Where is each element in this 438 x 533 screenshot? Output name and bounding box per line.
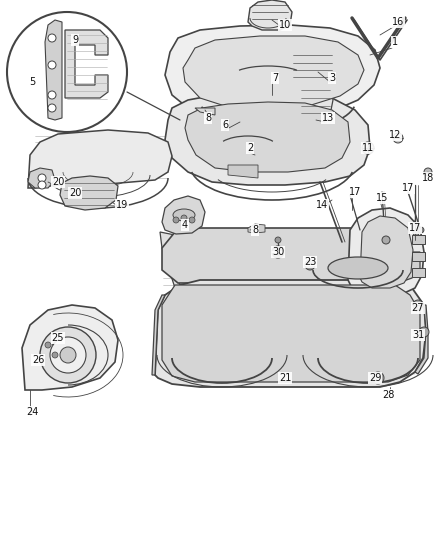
Text: 29: 29 <box>369 373 381 383</box>
Text: 18: 18 <box>422 173 434 183</box>
Polygon shape <box>165 25 380 118</box>
Text: 16: 16 <box>392 17 404 27</box>
Polygon shape <box>360 216 413 288</box>
Circle shape <box>372 372 384 384</box>
Polygon shape <box>155 280 426 387</box>
Polygon shape <box>348 208 424 298</box>
Text: 20: 20 <box>69 188 81 198</box>
Circle shape <box>60 347 76 363</box>
Text: 2: 2 <box>247 143 253 153</box>
Polygon shape <box>398 252 420 283</box>
Text: 19: 19 <box>116 200 128 210</box>
Text: 4: 4 <box>182 220 188 230</box>
Circle shape <box>173 217 179 223</box>
Circle shape <box>181 215 187 221</box>
Text: 21: 21 <box>279 373 291 383</box>
Polygon shape <box>183 36 364 108</box>
Circle shape <box>48 91 56 99</box>
Polygon shape <box>248 224 265 233</box>
Polygon shape <box>228 165 258 178</box>
Circle shape <box>7 12 127 132</box>
Circle shape <box>38 181 46 189</box>
Polygon shape <box>65 30 108 98</box>
Text: 14: 14 <box>316 200 328 210</box>
Text: 8: 8 <box>205 113 211 123</box>
Text: 13: 13 <box>322 113 334 123</box>
Polygon shape <box>195 108 215 115</box>
Circle shape <box>393 133 403 143</box>
Polygon shape <box>45 20 62 120</box>
Polygon shape <box>412 252 425 261</box>
Polygon shape <box>412 235 425 244</box>
Polygon shape <box>152 295 165 375</box>
Text: 7: 7 <box>272 73 278 83</box>
Ellipse shape <box>173 209 195 221</box>
Text: 17: 17 <box>402 183 414 193</box>
Text: 28: 28 <box>382 390 394 400</box>
Circle shape <box>362 142 374 154</box>
Polygon shape <box>415 305 428 374</box>
Circle shape <box>48 104 56 112</box>
Circle shape <box>48 61 56 69</box>
Circle shape <box>275 237 281 243</box>
Circle shape <box>305 260 315 270</box>
Text: 9: 9 <box>72 35 78 45</box>
Polygon shape <box>22 305 118 390</box>
Polygon shape <box>165 92 370 185</box>
Text: 23: 23 <box>304 257 316 267</box>
Text: 1: 1 <box>392 37 398 47</box>
Polygon shape <box>290 47 335 84</box>
Circle shape <box>424 168 432 176</box>
Text: 11: 11 <box>362 143 374 153</box>
Circle shape <box>48 34 56 42</box>
Circle shape <box>413 300 423 310</box>
Polygon shape <box>162 228 420 283</box>
Polygon shape <box>298 85 333 120</box>
Circle shape <box>418 227 424 233</box>
Ellipse shape <box>328 257 388 279</box>
Text: 10: 10 <box>279 20 291 30</box>
Text: 24: 24 <box>26 407 38 417</box>
Circle shape <box>272 246 284 258</box>
Text: 17: 17 <box>409 223 421 233</box>
Text: 20: 20 <box>52 177 64 187</box>
Circle shape <box>189 217 195 223</box>
Circle shape <box>382 236 390 244</box>
Polygon shape <box>28 168 55 188</box>
Text: 3: 3 <box>329 73 335 83</box>
Circle shape <box>413 230 419 236</box>
Polygon shape <box>412 268 425 277</box>
Polygon shape <box>248 0 292 30</box>
Circle shape <box>40 327 96 383</box>
Text: 25: 25 <box>52 333 64 343</box>
Circle shape <box>52 352 58 358</box>
Circle shape <box>38 174 46 182</box>
Polygon shape <box>28 130 172 188</box>
Text: 31: 31 <box>412 330 424 340</box>
Text: 6: 6 <box>222 120 228 130</box>
Text: 5: 5 <box>29 77 35 87</box>
Polygon shape <box>185 102 350 172</box>
Text: 8: 8 <box>252 225 258 235</box>
Polygon shape <box>60 176 118 210</box>
Text: 12: 12 <box>389 130 401 140</box>
Text: 26: 26 <box>32 355 44 365</box>
Polygon shape <box>162 196 205 234</box>
Polygon shape <box>162 285 420 382</box>
Polygon shape <box>160 232 180 290</box>
Circle shape <box>45 342 51 348</box>
Text: 27: 27 <box>412 303 424 313</box>
Circle shape <box>419 327 429 337</box>
Circle shape <box>50 337 86 373</box>
Text: 15: 15 <box>376 193 388 203</box>
Text: 17: 17 <box>349 187 361 197</box>
Text: 30: 30 <box>272 247 284 257</box>
